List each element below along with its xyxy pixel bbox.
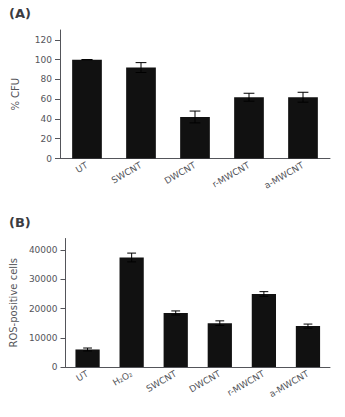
svg-text:120: 120 bbox=[35, 35, 52, 45]
svg-text:SWCNT: SWCNT bbox=[110, 160, 144, 185]
svg-text:H₂O₂: H₂O₂ bbox=[111, 368, 135, 387]
svg-text:40: 40 bbox=[41, 114, 53, 124]
svg-text:40000: 40000 bbox=[29, 245, 58, 255]
svg-text:80: 80 bbox=[41, 74, 53, 84]
svg-text:20000: 20000 bbox=[29, 304, 58, 314]
svg-text:100: 100 bbox=[35, 55, 52, 65]
svg-text:(B): (B) bbox=[9, 215, 31, 230]
svg-text:a-MWCNT: a-MWCNT bbox=[267, 368, 310, 399]
svg-text:0: 0 bbox=[52, 362, 58, 372]
svg-text:60: 60 bbox=[41, 94, 53, 104]
svg-text:r-MWCNT: r-MWCNT bbox=[211, 160, 252, 190]
svg-text:DWCNT: DWCNT bbox=[163, 160, 198, 186]
svg-text:% CFU: % CFU bbox=[10, 78, 21, 111]
svg-text:a-MWCNT: a-MWCNT bbox=[263, 160, 306, 191]
svg-text:0: 0 bbox=[46, 154, 52, 164]
svg-text:(A): (A) bbox=[9, 6, 31, 21]
svg-text:ROS-positive cells: ROS-positive cells bbox=[8, 258, 19, 348]
svg-text:SWCNT: SWCNT bbox=[145, 368, 179, 393]
svg-text:UT: UT bbox=[75, 368, 91, 383]
svg-text:20: 20 bbox=[41, 134, 53, 144]
svg-text:30000: 30000 bbox=[29, 274, 58, 284]
svg-text:r-MWCNT: r-MWCNT bbox=[225, 368, 266, 398]
svg-text:10000: 10000 bbox=[29, 333, 58, 343]
svg-text:UT: UT bbox=[74, 160, 90, 175]
svg-text:DWCNT: DWCNT bbox=[188, 368, 223, 394]
